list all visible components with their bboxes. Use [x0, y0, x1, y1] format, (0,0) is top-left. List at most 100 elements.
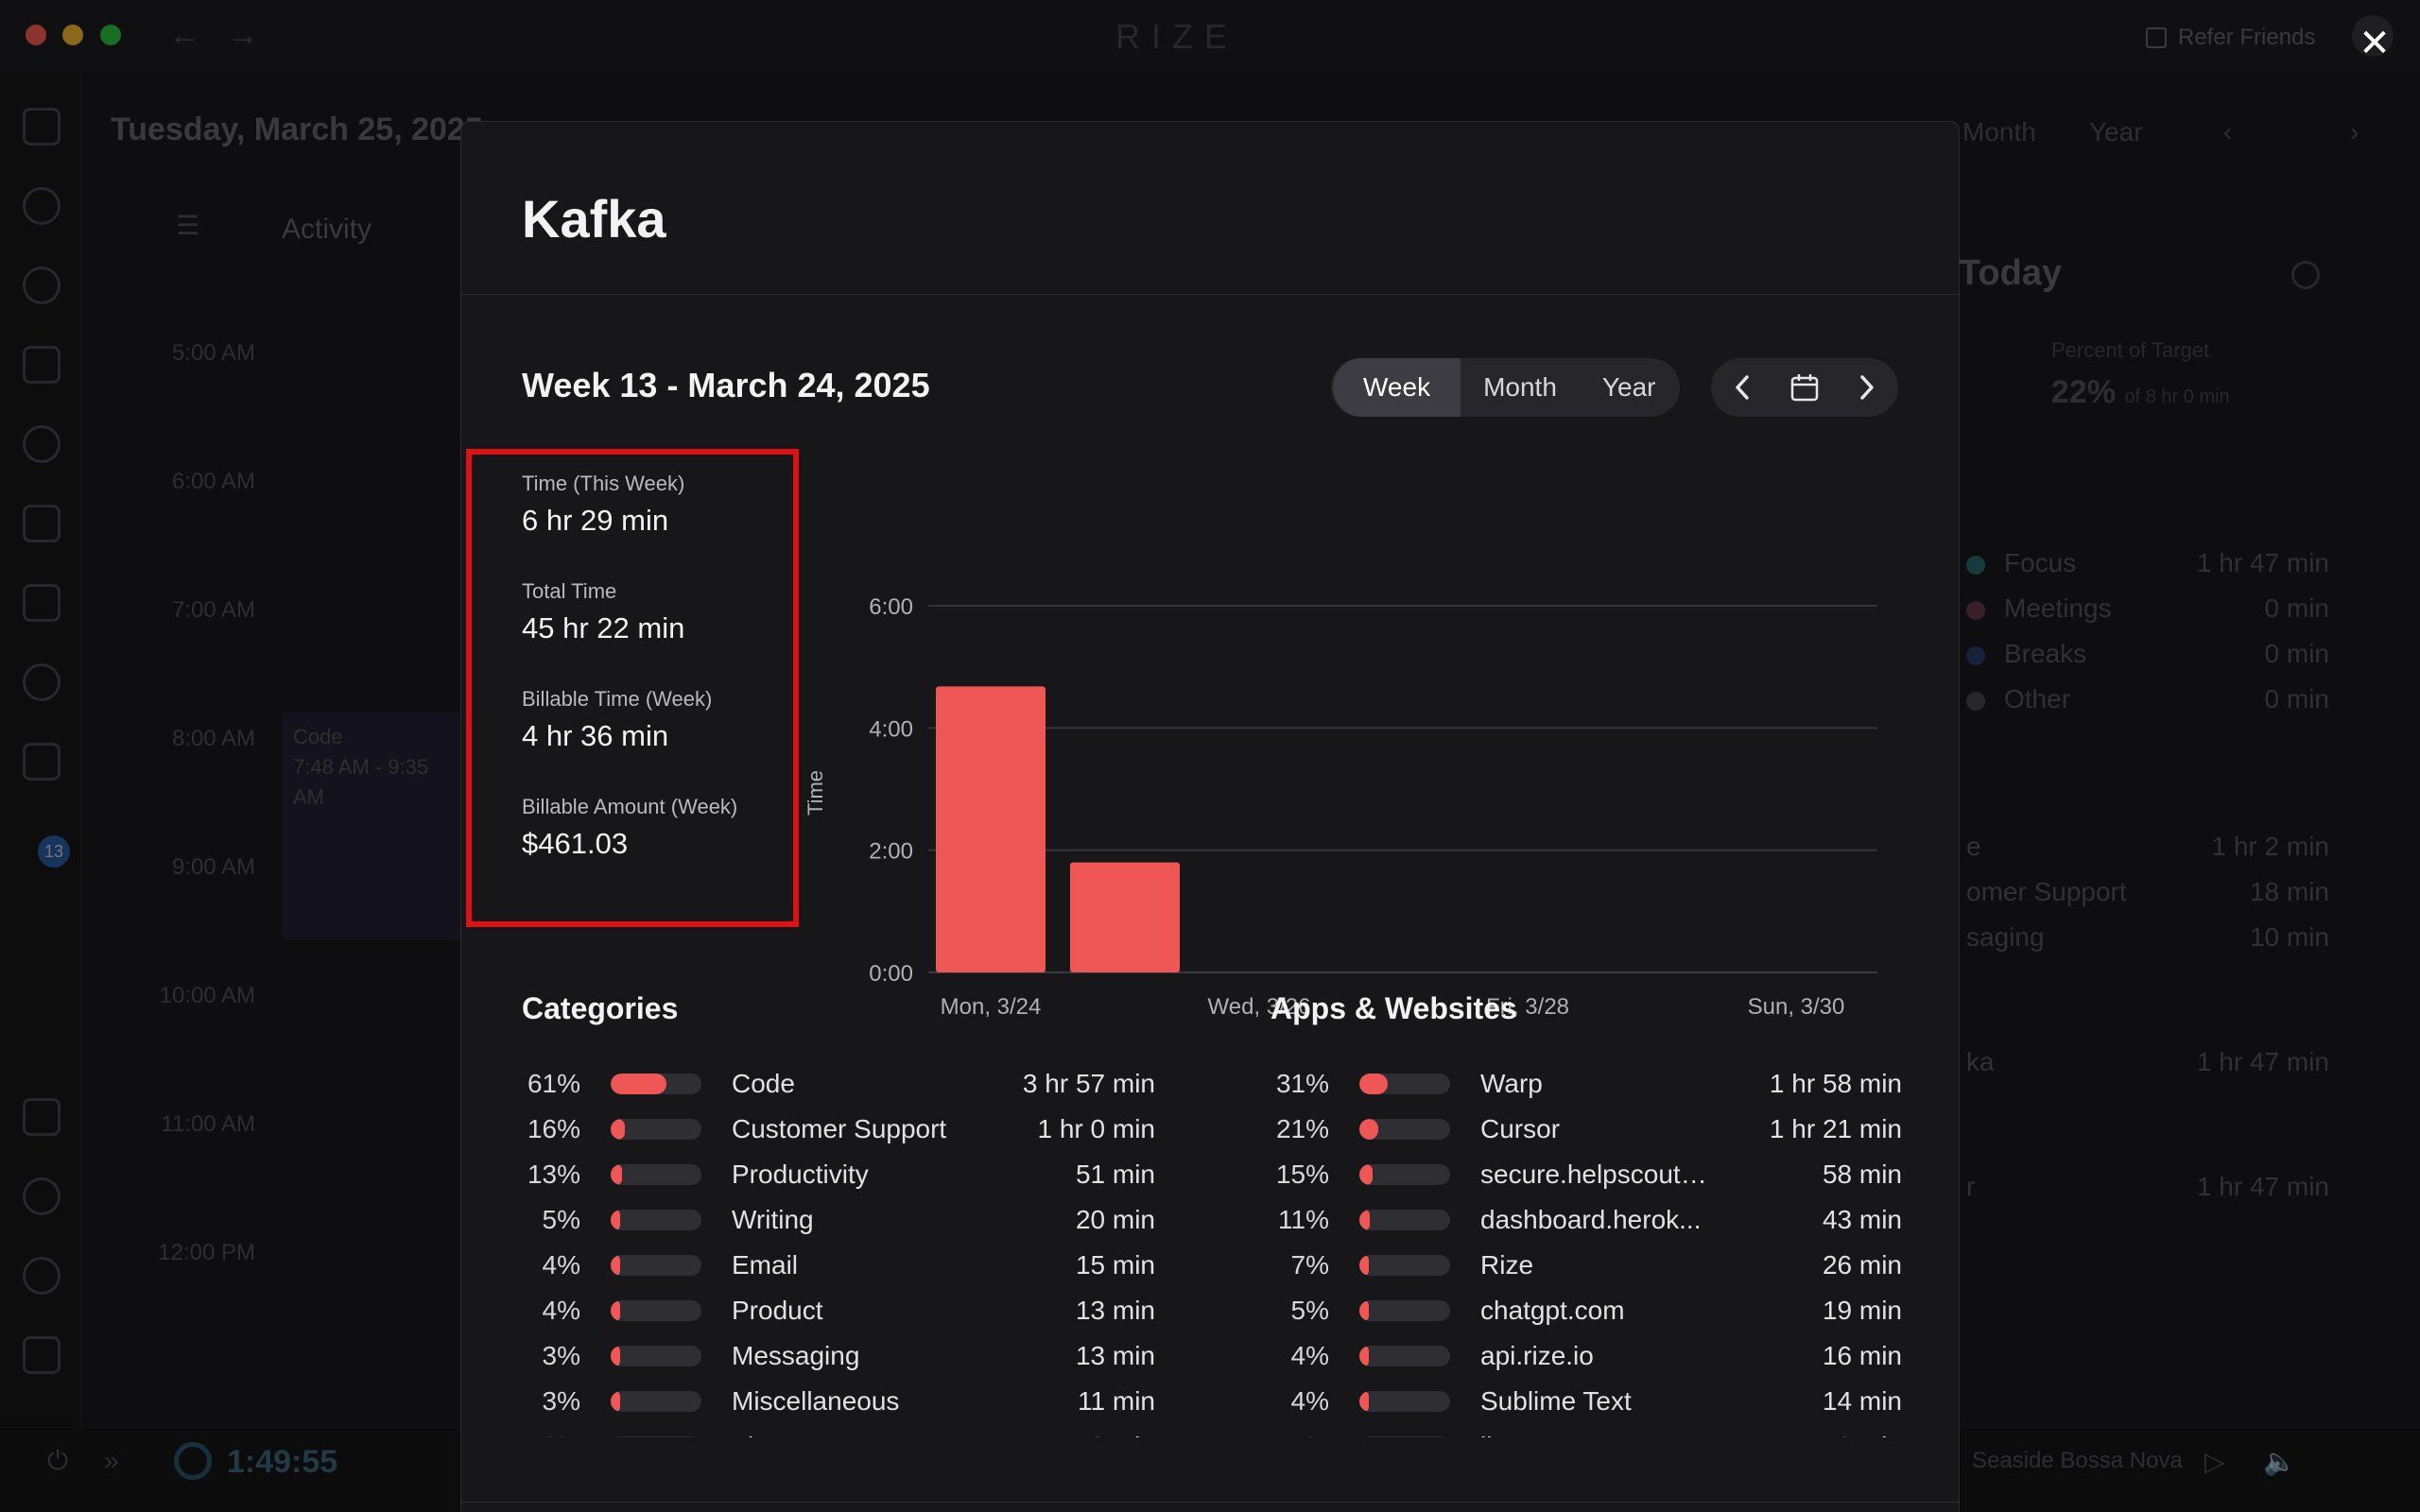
- app-name: Warp: [1480, 1069, 1543, 1098]
- category-row[interactable]: 4% Email 15 min: [522, 1243, 1155, 1288]
- bg-year-tab[interactable]: Year: [2089, 117, 2143, 146]
- category-time: 20 min: [1075, 1205, 1155, 1234]
- tab-year[interactable]: Year: [1601, 372, 1656, 402]
- app-percent: 21%: [1275, 1114, 1329, 1143]
- app-time: 58 min: [1822, 1160, 1902, 1189]
- app-row[interactable]: 4% li 13 min: [1270, 1424, 1902, 1437]
- app-time: 1 hr 58 min: [1769, 1069, 1902, 1098]
- tab-month[interactable]: Month: [1483, 372, 1557, 402]
- settings-icon[interactable]: [23, 1257, 60, 1295]
- bg-month-tab[interactable]: Month: [1962, 117, 2036, 146]
- app-time: 16 min: [1822, 1341, 1902, 1370]
- timeline-hour-label: 7:00 AM: [171, 597, 255, 623]
- avatar[interactable]: [2352, 15, 2394, 57]
- today-row-time: 0 min: [2264, 684, 2329, 713]
- category-row[interactable]: 61% Code 3 hr 57 min: [522, 1061, 1155, 1107]
- timeline-hour-label: 10:00 AM: [159, 983, 255, 1008]
- app-progress-bar: [1359, 1074, 1450, 1094]
- prev-week-button[interactable]: [1720, 365, 1765, 410]
- category-time: 15 min: [1075, 1250, 1155, 1280]
- stat-value: 4 hr 36 min: [522, 719, 669, 752]
- skip-icon[interactable]: »: [104, 1446, 119, 1475]
- app-progress-fill: [1359, 1391, 1369, 1412]
- category-time: 10 min: [1076, 1432, 1155, 1437]
- week-title: Week 13 - March 24, 2025: [522, 366, 930, 404]
- today-row-name: Focus: [1966, 548, 2076, 578]
- menu-icon[interactable]: ☰: [176, 211, 200, 240]
- category-row[interactable]: 3% Messaging 13 min: [522, 1333, 1155, 1379]
- today-row: ka 1 hr 47 min: [1966, 1047, 2329, 1077]
- calendar-button[interactable]: [1782, 365, 1827, 410]
- power-icon[interactable]: ⏻: [47, 1446, 69, 1475]
- category-name: Miscellaneous: [732, 1386, 900, 1416]
- close-window-button[interactable]: [26, 25, 46, 45]
- y-axis-label: Time: [804, 770, 827, 816]
- stat-billable-time: Billable Time (Week) 4 hr 36 min: [522, 687, 712, 753]
- category-name: Fi: [732, 1432, 753, 1437]
- today-row: r 1 hr 47 min: [1966, 1172, 2329, 1202]
- app-row[interactable]: 7% Rize 26 min: [1270, 1243, 1902, 1288]
- app-row[interactable]: 5% chatgpt.com 19 min: [1270, 1288, 1902, 1333]
- calendar-icon: [1790, 374, 1819, 402]
- app-percent: 4%: [1290, 1386, 1329, 1416]
- app-time: 26 min: [1822, 1250, 1902, 1280]
- close-modal-button[interactable]: ✕: [2359, 23, 2391, 64]
- y-tick-label: 6:00: [869, 594, 913, 620]
- category-row[interactable]: 16% Customer Support 1 hr 0 min: [522, 1107, 1155, 1152]
- category-progress-bar: [611, 1210, 701, 1230]
- legend-dot-icon: [1966, 600, 1985, 620]
- category-row[interactable]: 3% Miscellaneous 11 min: [522, 1379, 1155, 1424]
- zoom-window-button[interactable]: [100, 25, 121, 45]
- back-arrow-icon[interactable]: ←: [168, 17, 200, 53]
- play-icon[interactable]: ▷: [2204, 1447, 2225, 1476]
- tab-week[interactable]: Week: [1333, 358, 1461, 417]
- users-icon[interactable]: [23, 425, 60, 463]
- forward-arrow-icon[interactable]: →: [227, 17, 259, 53]
- refer-friends-link[interactable]: Refer Friends: [2146, 25, 2315, 51]
- timeline-code-block[interactable]: Code 7:48 AM - 9:35 AM: [282, 713, 471, 939]
- folder-icon[interactable]: [23, 346, 60, 384]
- app-row[interactable]: 21% Cursor 1 hr 21 min: [1270, 1107, 1902, 1152]
- home-icon[interactable]: [23, 108, 60, 146]
- chevron-right-icon: [1860, 375, 1874, 400]
- bg-prev-icon[interactable]: ‹: [2223, 117, 2233, 146]
- category-row[interactable]: 3% Fi 10 min: [522, 1424, 1155, 1437]
- bg-next-icon[interactable]: ›: [2350, 117, 2360, 146]
- app-row[interactable]: 15% secure.helpscout.... 58 min: [1270, 1152, 1902, 1197]
- project-modal: Kafka Week 13 - March 24, 2025 Week Mont…: [460, 121, 1960, 1512]
- chart-bar: [936, 686, 1046, 972]
- x-tick-label: Sun, 3/30: [1748, 994, 1845, 1020]
- app-percent: 4%: [1290, 1341, 1329, 1370]
- category-row[interactable]: 13% Productivity 51 min: [522, 1152, 1155, 1197]
- app-time: 19 min: [1822, 1296, 1902, 1325]
- minimize-window-button[interactable]: [62, 25, 83, 45]
- pie-chart-icon[interactable]: [23, 266, 60, 304]
- app-row[interactable]: 11% dashboard.herok... 43 min: [1270, 1197, 1902, 1243]
- target-icon[interactable]: [23, 663, 60, 701]
- next-week-button[interactable]: [1844, 365, 1890, 410]
- terminal-icon[interactable]: [23, 1098, 60, 1136]
- music-track[interactable]: Seaside Bossa Nova: [1972, 1448, 2183, 1473]
- trend-icon[interactable]: [23, 584, 60, 622]
- checkbox-icon[interactable]: [23, 505, 60, 542]
- lightning-icon[interactable]: [23, 743, 60, 781]
- category-percent: 5%: [542, 1205, 580, 1234]
- app-row[interactable]: 4% api.rize.io 16 min: [1270, 1333, 1902, 1379]
- timer-icon[interactable]: [23, 187, 60, 225]
- app-percent: 7%: [1290, 1250, 1329, 1280]
- today-row-name: r: [1966, 1172, 1976, 1201]
- app-row[interactable]: 4% Sublime Text 14 min: [1270, 1379, 1902, 1424]
- app-row[interactable]: 31% Warp 1 hr 58 min: [1270, 1061, 1902, 1107]
- gear-icon[interactable]: [2291, 261, 2320, 289]
- focus-timer[interactable]: 1:49:55: [227, 1444, 338, 1480]
- stat-label: Billable Amount (Week): [522, 795, 738, 818]
- category-row[interactable]: 4% Product 13 min: [522, 1288, 1155, 1333]
- category-row[interactable]: 5% Writing 20 min: [522, 1197, 1155, 1243]
- stat-time-this-week: Time (This Week) 6 hr 29 min: [522, 472, 684, 538]
- shield-icon[interactable]: [23, 1336, 60, 1374]
- today-row-time: 1 hr 2 min: [2211, 832, 2330, 861]
- app-progress-fill: [1359, 1074, 1388, 1094]
- volume-icon[interactable]: 🔈: [2263, 1447, 2296, 1476]
- x-tick-label: Mon, 3/24: [941, 994, 1042, 1020]
- help-icon[interactable]: [23, 1177, 60, 1215]
